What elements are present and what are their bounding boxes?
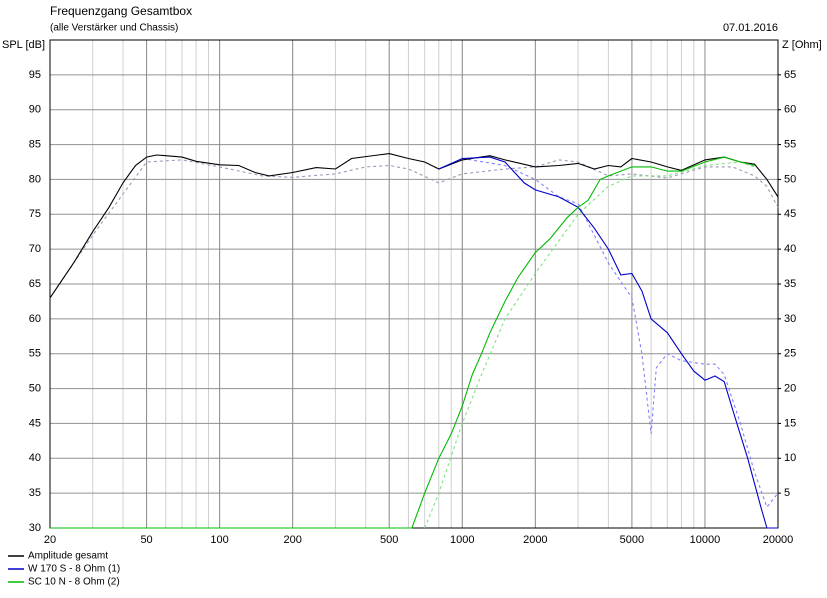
y-tick-label: 40 bbox=[29, 452, 41, 464]
x-tick-label: 10000 bbox=[690, 534, 721, 546]
y2-tick-label: 15 bbox=[784, 417, 796, 429]
y2-tick-label: 40 bbox=[784, 243, 796, 255]
y2-tick-label: 10 bbox=[784, 452, 796, 464]
y2-tick-label: 5 bbox=[784, 487, 790, 499]
plot-frame bbox=[49, 39, 779, 529]
y2-tick-label: 55 bbox=[784, 138, 796, 150]
x-tick-label: 20000 bbox=[763, 534, 794, 546]
series-line bbox=[438, 156, 778, 529]
series-line bbox=[49, 153, 779, 299]
x-tick-label: 1000 bbox=[450, 534, 474, 546]
y-tick-label: 60 bbox=[29, 313, 41, 325]
series-line bbox=[49, 159, 779, 299]
y-tick-label: 70 bbox=[29, 243, 41, 255]
y2-axis-label: Z [Ohm] bbox=[782, 39, 822, 51]
y2-tick-label: 60 bbox=[784, 104, 796, 116]
y2-tick-label: 45 bbox=[784, 208, 796, 220]
y2-tick-label: 20 bbox=[784, 382, 796, 394]
x-tick-label: 50 bbox=[140, 534, 152, 546]
y2-tick-label: 35 bbox=[784, 278, 796, 290]
chart-title: Frequenzgang Gesamtbox bbox=[50, 4, 192, 18]
series-line bbox=[424, 161, 755, 529]
series-line bbox=[50, 156, 755, 529]
y2-tick-label: 65 bbox=[784, 69, 796, 81]
y-tick-label: 30 bbox=[29, 522, 41, 534]
chart-subtitle: (alle Verstärker und Chassis) bbox=[50, 23, 178, 34]
y2-tick-label: 25 bbox=[784, 348, 796, 360]
legend-label: Amplitude gesamt bbox=[28, 551, 108, 562]
y-tick-label: 55 bbox=[29, 348, 41, 360]
y-tick-label: 45 bbox=[29, 417, 41, 429]
y-tick-label: 35 bbox=[29, 487, 41, 499]
x-tick-label: 20 bbox=[44, 534, 56, 546]
x-tick-label: 500 bbox=[380, 534, 398, 546]
x-tick-label: 5000 bbox=[620, 534, 644, 546]
y-axis-label: SPL [dB] bbox=[2, 39, 45, 51]
x-tick-label: 200 bbox=[283, 534, 301, 546]
y-tick-label: 75 bbox=[29, 208, 41, 220]
y-tick-label: 90 bbox=[29, 104, 41, 116]
y-tick-label: 65 bbox=[29, 278, 41, 290]
x-tick-label: 100 bbox=[210, 534, 228, 546]
y2-tick-label: 50 bbox=[784, 173, 796, 185]
x-tick-label: 2000 bbox=[523, 534, 547, 546]
legend-label: SC 10 N - 8 Ohm (2) bbox=[28, 577, 120, 588]
chart-date: 07.01.2016 bbox=[723, 22, 778, 34]
y-tick-label: 50 bbox=[29, 382, 41, 394]
y-tick-label: 80 bbox=[29, 173, 41, 185]
legend-label: W 170 S - 8 Ohm (1) bbox=[28, 564, 120, 575]
y-tick-label: 85 bbox=[29, 138, 41, 150]
y-tick-label: 95 bbox=[29, 69, 41, 81]
y2-tick-label: 30 bbox=[784, 313, 796, 325]
